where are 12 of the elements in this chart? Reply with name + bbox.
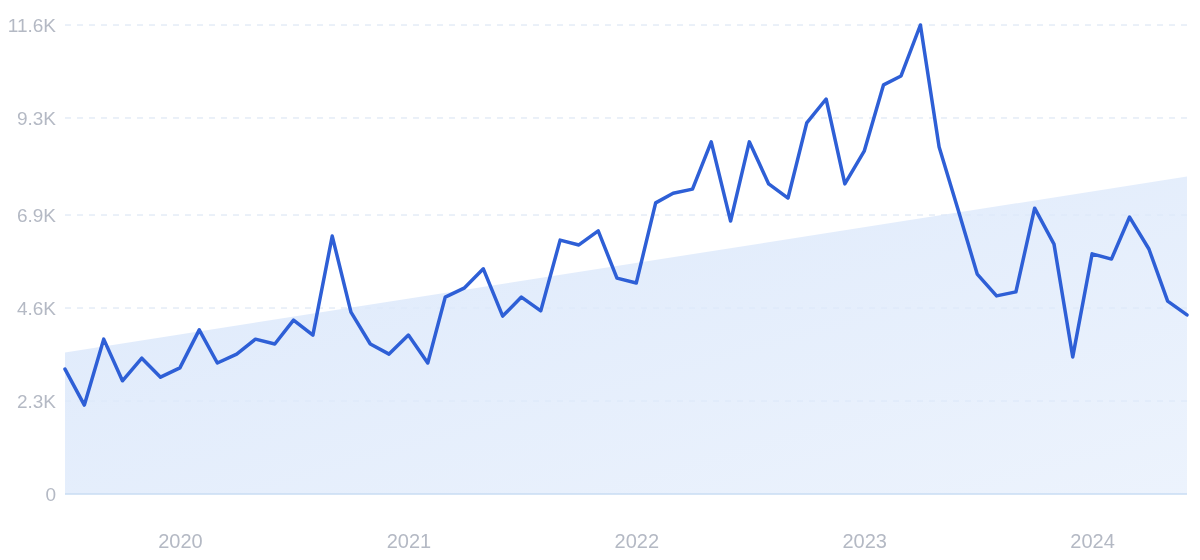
y-tick-label: 2.3K — [16, 390, 57, 412]
y-tick-label: 0 — [45, 483, 56, 505]
y-tick-label: 9.3K — [16, 107, 57, 129]
x-tick-label: 2023 — [842, 530, 887, 553]
y-tick-label: 11.6K — [7, 14, 57, 36]
line-series — [63, 23, 1189, 407]
x-tick-label: 2024 — [1070, 530, 1115, 553]
y-tick-label: 6.9K — [16, 204, 57, 226]
y-tick-label: 4.6K — [16, 297, 57, 319]
x-tick-label: 2021 — [386, 530, 432, 553]
x-tick-label: 2020 — [158, 530, 203, 553]
x-tick-label: 2022 — [614, 530, 660, 553]
